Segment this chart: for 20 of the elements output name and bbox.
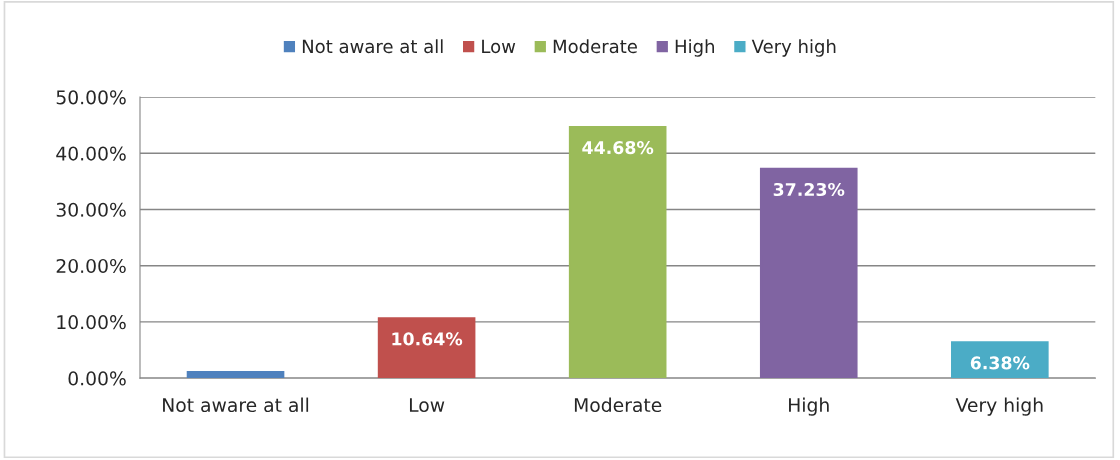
legend-label: Moderate	[553, 39, 637, 54]
x-tick-label: Low	[409, 398, 445, 413]
y-tick-label: 20.00%	[56, 258, 126, 274]
y-tick-label: 30.00%	[56, 202, 126, 217]
y-tick-label: 40.00%	[56, 146, 126, 161]
data-label: 10.64%	[392, 332, 463, 346]
legend-label: Very high	[751, 39, 836, 57]
legend-label: High	[675, 39, 714, 57]
data-label: 44.68%	[582, 141, 654, 155]
x-tick-label: Moderate	[574, 397, 662, 413]
data-label: 37.23%	[773, 182, 845, 197]
x-tick-label: Not aware at all	[163, 397, 309, 413]
legend-label: Not aware at all	[302, 39, 443, 54]
x-tick-label: High	[789, 397, 829, 416]
y-tick-label: 0.00%	[68, 371, 126, 386]
data-label: 6.38%	[970, 356, 1030, 370]
y-tick-label: 50.00%	[56, 90, 126, 105]
y-tick-label: 10.00%	[57, 315, 126, 330]
x-tick-label: Very high	[955, 397, 1043, 416]
legend-label: Low	[482, 39, 516, 54]
